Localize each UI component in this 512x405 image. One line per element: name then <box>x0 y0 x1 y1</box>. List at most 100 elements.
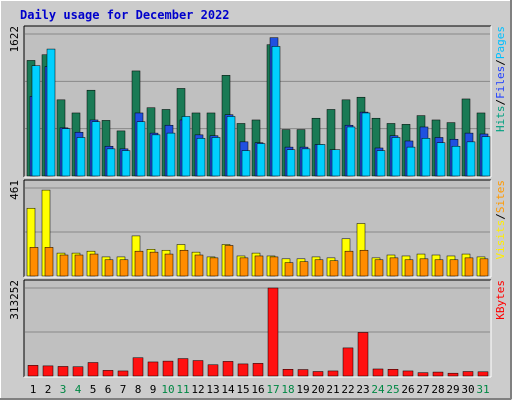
legend-separator: / <box>494 59 507 66</box>
bar-kbytes-17 <box>267 287 279 377</box>
x-tick-label: 14 <box>221 383 235 396</box>
panels: 1622Hits/Files/Pages461Visits/Sites31325… <box>8 25 507 378</box>
bar-pages-16 <box>256 143 266 177</box>
bar-pages-14 <box>226 116 236 177</box>
bar-sites-6 <box>104 259 114 277</box>
legend-visits: Visits <box>494 220 507 260</box>
x-tick-label: 23 <box>356 383 369 396</box>
x-tick-label: 24 <box>371 383 385 396</box>
bar-pages-18 <box>286 149 296 177</box>
bar-kbytes-14 <box>222 361 234 377</box>
x-tick-label: 18 <box>281 383 294 396</box>
bar-pages-3 <box>61 128 71 177</box>
bar-pages-29 <box>451 145 461 177</box>
bar-kbytes-24 <box>372 368 384 377</box>
bar-pages-30 <box>466 141 476 177</box>
bar-pages-23 <box>361 112 371 177</box>
x-tick-label: 25 <box>386 383 399 396</box>
bar-sites-23 <box>359 249 369 277</box>
bar-kbytes-29 <box>447 372 459 377</box>
x-tick-label: 16 <box>251 383 264 396</box>
bar-sites-29 <box>449 259 459 277</box>
bar-pages-21 <box>331 149 341 177</box>
bar-kbytes-20 <box>312 371 324 377</box>
panel-max-label: 313252 <box>8 280 21 320</box>
x-tick-label: 17 <box>266 383 279 396</box>
bar-pages-13 <box>211 137 221 177</box>
x-tick-label: 1 <box>30 383 37 396</box>
x-tick-label: 29 <box>446 383 459 396</box>
x-tick-label: 6 <box>105 383 112 396</box>
bar-sites-24 <box>374 259 384 277</box>
bar-kbytes-9 <box>147 361 159 377</box>
x-tick-label: 5 <box>90 383 97 396</box>
bar-sites-21 <box>329 260 339 277</box>
bar-sites-4 <box>74 254 84 277</box>
bar-pages-5 <box>91 121 101 177</box>
x-tick-label: 10 <box>161 383 174 396</box>
legend-files: Files <box>494 66 507 99</box>
x-tick-label: 31 <box>476 383 489 396</box>
x-tick-label: 7 <box>120 383 127 396</box>
bar-kbytes-26 <box>402 370 414 377</box>
bar-kbytes-1 <box>27 365 39 377</box>
bar-kbytes-5 <box>87 362 99 377</box>
bar-kbytes-6 <box>102 370 114 377</box>
bar-kbytes-7 <box>117 370 129 377</box>
legend-pages: Pages <box>494 26 507 59</box>
bar-kbytes-18 <box>282 369 294 377</box>
x-tick-labels: 1 2 3 4 5 6 7 8 9 10 11 12 13 14 15 16 17 18 19 20 21 22 23 24 2… <box>30 383 490 396</box>
bar-sites-27 <box>419 258 429 277</box>
bar-kbytes-3 <box>57 366 69 377</box>
bar-sites-1 <box>29 247 39 277</box>
bar-kbytes-22 <box>342 347 354 377</box>
bar-sites-16 <box>254 255 264 277</box>
bar-pages-10 <box>166 132 176 177</box>
bar-pages-1 <box>31 65 41 177</box>
bar-sites-14 <box>224 245 234 277</box>
bar-kbytes-4 <box>72 366 84 377</box>
bar-sites-25 <box>389 257 399 277</box>
bar-kbytes-25 <box>387 369 399 377</box>
bar-sites-9 <box>149 251 159 277</box>
bar-kbytes-19 <box>297 369 309 377</box>
legend-kbytes: KBytes <box>494 280 507 320</box>
x-tick-label: 8 <box>135 383 142 396</box>
legend-separator: / <box>494 213 507 220</box>
bar-kbytes-16 <box>252 363 264 377</box>
panel-middle: 461 Visits/Sites <box>8 179 507 278</box>
bar-sites-19 <box>299 261 309 277</box>
bar-sites-8 <box>134 250 144 277</box>
bar-kbytes-8 <box>132 357 144 377</box>
bar-sites-11 <box>179 249 189 277</box>
x-tick-label: 4 <box>75 383 82 396</box>
bar-sites-13 <box>209 257 219 277</box>
bar-sites-2 <box>44 247 54 277</box>
bar-pages-31 <box>481 136 491 177</box>
bar-pages-22 <box>346 126 356 177</box>
bar-sites-18 <box>284 262 294 277</box>
bar-sites-10 <box>164 253 174 277</box>
bar-kbytes-27 <box>417 372 429 377</box>
x-tick-label: 30 <box>461 383 474 396</box>
bar-kbytes-21 <box>327 370 339 377</box>
panel-legend: Hits/Files/Pages <box>494 26 507 132</box>
x-tick-label: 11 <box>176 383 189 396</box>
bar-sites-30 <box>464 257 474 277</box>
bar-pages-9 <box>151 134 161 177</box>
bar-pages-28 <box>436 142 446 177</box>
bar-pages-8 <box>136 121 146 177</box>
x-tick-label: 26 <box>401 383 414 396</box>
bar-kbytes-12 <box>192 360 204 377</box>
x-tick-label: 27 <box>416 383 429 396</box>
bar-pages-15 <box>241 150 251 177</box>
panel-max-label: 461 <box>8 180 21 200</box>
legend-sites: Sites <box>494 180 507 213</box>
bar-sites-22 <box>344 250 354 277</box>
x-tick-label: 12 <box>191 383 204 396</box>
x-tick-label: 9 <box>150 383 157 396</box>
bar-pages-4 <box>76 137 86 177</box>
